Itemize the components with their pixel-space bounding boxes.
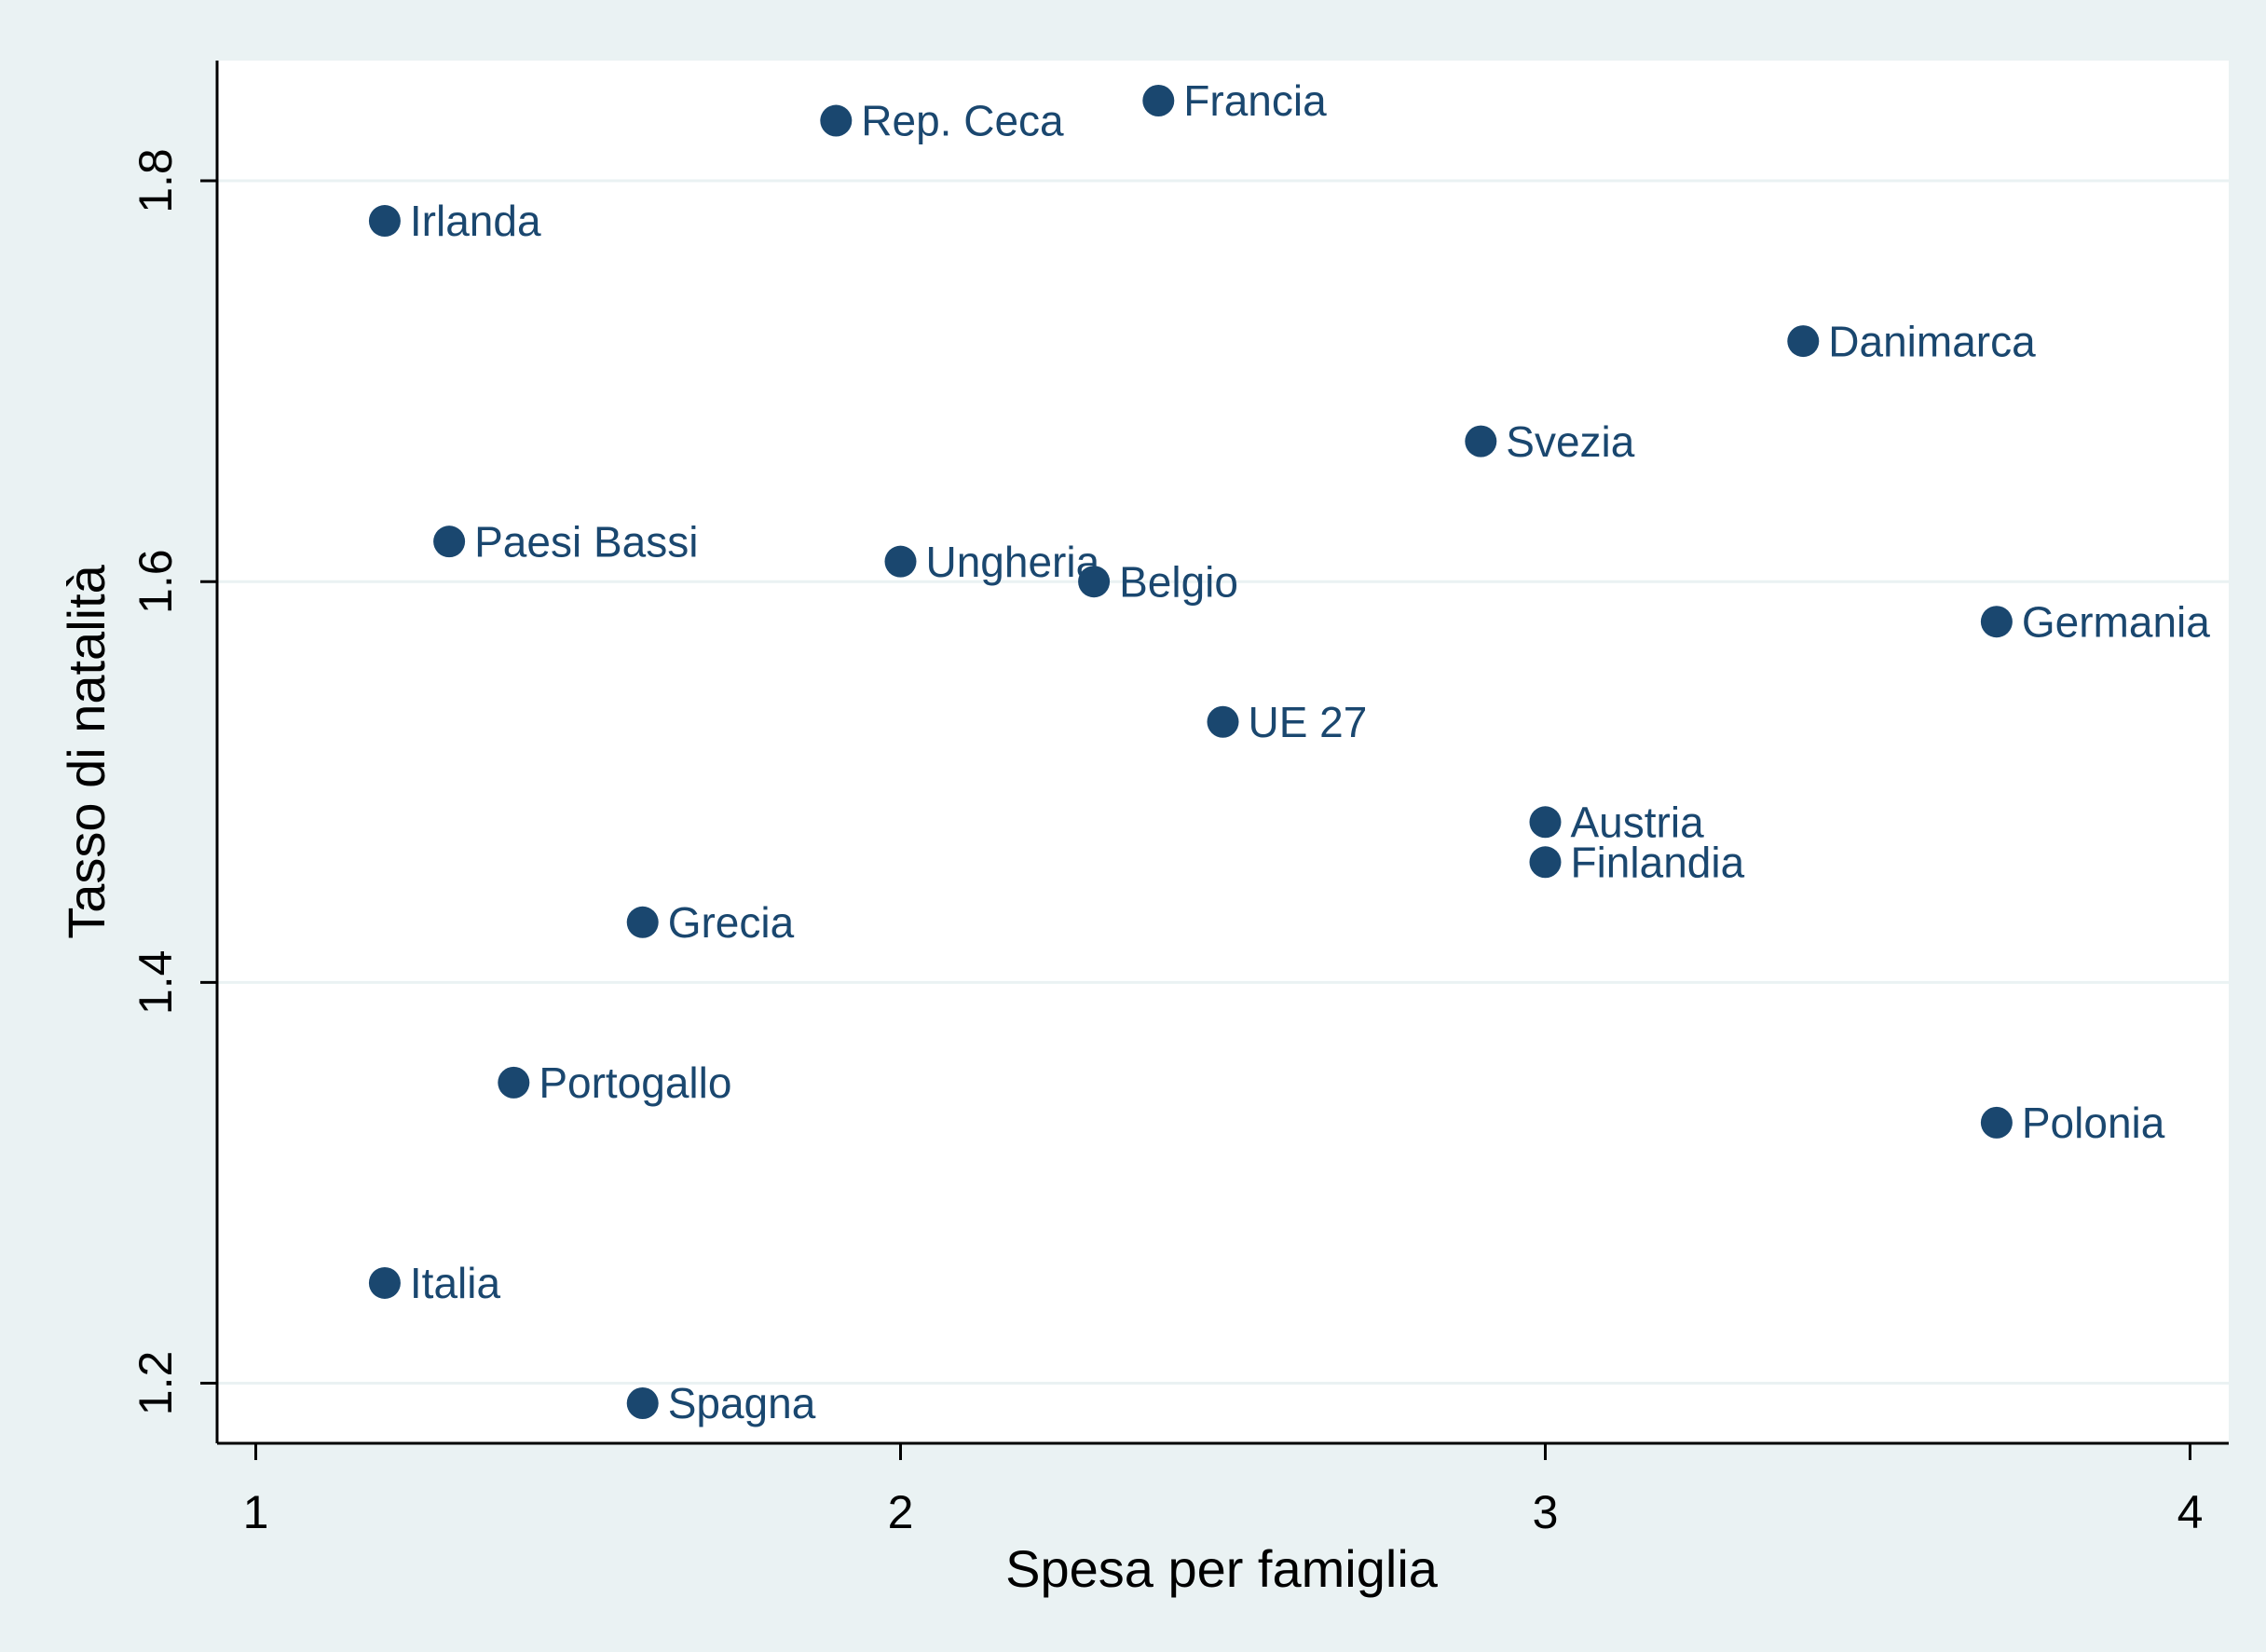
point-label: Grecia <box>668 898 795 947</box>
point-label: Ungheria <box>926 538 1100 586</box>
point-label: Italia <box>410 1259 501 1307</box>
y-tick-label: 1.2 <box>130 1351 182 1416</box>
x-tick-label: 2 <box>888 1486 914 1538</box>
point <box>626 1386 659 1419</box>
point <box>1078 566 1111 598</box>
point <box>1980 606 2013 638</box>
point-label: Rep. Ceca <box>861 97 1064 145</box>
x-tick-label: 3 <box>1533 1486 1559 1538</box>
point <box>1787 325 1820 358</box>
y-axis-title: Tasso di natalità <box>57 564 116 938</box>
point-label: Irlanda <box>410 197 541 245</box>
point <box>433 526 466 558</box>
point <box>498 1066 530 1099</box>
y-tick-label: 1.8 <box>130 148 182 213</box>
point-label: Danimarca <box>1828 317 2036 365</box>
point-label: Francia <box>1183 76 1327 125</box>
point-label: Finlandia <box>1570 838 1744 886</box>
point <box>368 1266 401 1299</box>
point <box>1980 1106 2013 1139</box>
point-label: Belgio <box>1119 557 1238 606</box>
point-label: Germania <box>2022 597 2210 646</box>
y-tick-label: 1.6 <box>130 549 182 614</box>
point-label: Portogallo <box>539 1058 731 1107</box>
point <box>1529 806 1562 839</box>
point-label: Polonia <box>2022 1099 2165 1147</box>
plot-area <box>217 61 2229 1443</box>
point-label: Paesi Bassi <box>474 517 698 566</box>
point <box>884 545 917 578</box>
point <box>1142 85 1175 117</box>
x-tick-label: 4 <box>2177 1486 2204 1538</box>
point-label: Svezia <box>1506 417 1634 466</box>
point-label: UE 27 <box>1249 698 1368 746</box>
x-tick-label: 1 <box>243 1486 269 1538</box>
point <box>1207 705 1239 738</box>
point <box>820 104 853 137</box>
point <box>1465 425 1497 457</box>
point <box>626 906 659 938</box>
point-label: Spagna <box>668 1379 816 1427</box>
y-tick-label: 1.4 <box>130 950 182 1016</box>
point-label: Austria <box>1570 798 1704 846</box>
x-axis-title: Spesa per famiglia <box>1005 1539 1439 1598</box>
point <box>368 205 401 238</box>
point <box>1529 846 1562 879</box>
